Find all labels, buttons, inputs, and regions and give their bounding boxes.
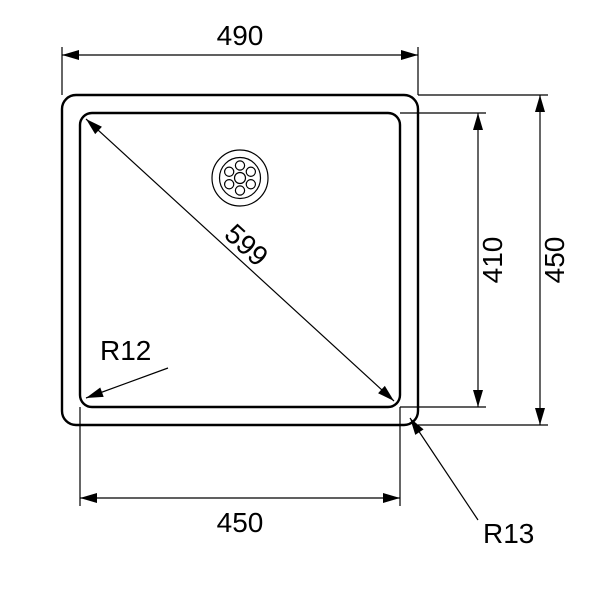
dim-radius-inner: R12 — [100, 335, 151, 366]
arrowhead-icon — [535, 408, 545, 425]
arrowhead-icon — [62, 50, 79, 60]
arrowhead-icon — [473, 390, 483, 407]
leader-r13 — [410, 418, 478, 520]
arrowhead-icon — [401, 50, 418, 60]
arrowhead-icon — [80, 493, 97, 503]
dimension-drawing: 490 450 450 410 599 R12 R13 — [0, 0, 600, 600]
arrowhead-icon — [535, 95, 545, 112]
arrowhead-icon — [86, 387, 104, 398]
dim-inner-height: 410 — [477, 237, 508, 284]
dim-outer-height: 450 — [539, 237, 570, 284]
dim-inner-width: 450 — [217, 507, 264, 538]
arrowhead-icon — [473, 113, 483, 130]
drain-icon — [212, 150, 268, 206]
arrowhead-icon — [410, 418, 424, 435]
dim-diagonal: 599 — [219, 218, 274, 272]
dim-radius-outer: R13 — [483, 518, 534, 549]
arrowhead-icon — [383, 493, 400, 503]
dim-outer-width: 490 — [217, 20, 264, 51]
